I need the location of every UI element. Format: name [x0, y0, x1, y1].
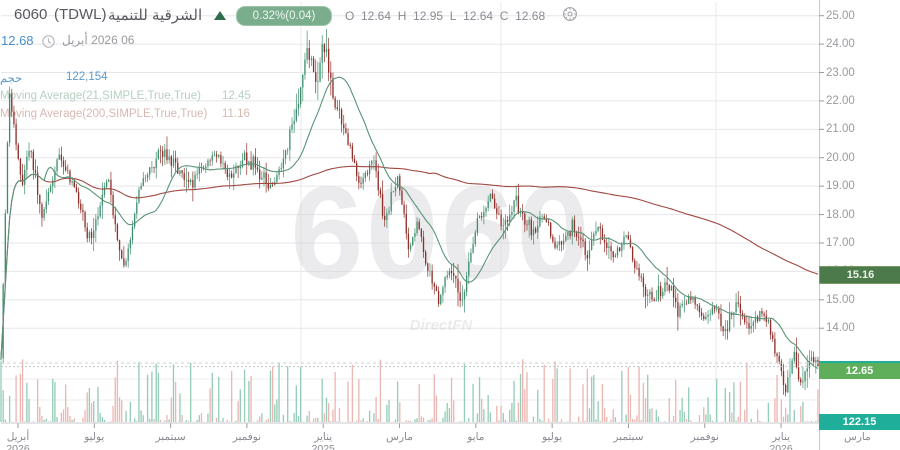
svg-text:DirectFN: DirectFN	[410, 317, 474, 334]
svg-text:6060: 6060	[290, 159, 592, 306]
